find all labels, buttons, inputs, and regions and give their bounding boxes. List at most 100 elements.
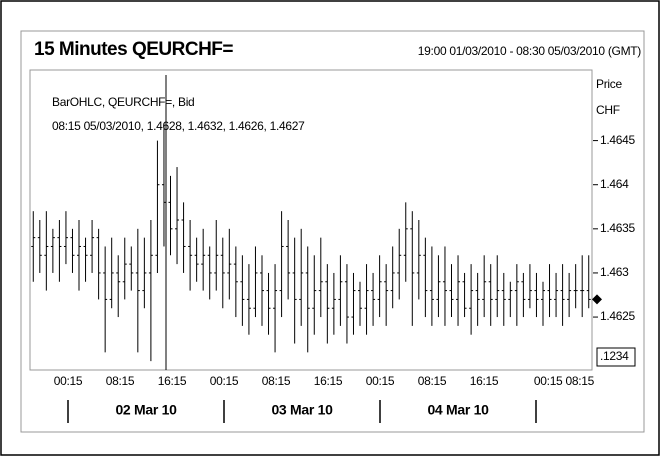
- ohlc-bar: [253, 246, 258, 318]
- ohlc-bar: [70, 228, 75, 273]
- chart-title: 15 Minutes QEURCHF=: [34, 39, 233, 60]
- ohlc-bar: [312, 255, 317, 335]
- date-range: 19:00 01/03/2010 - 08:30 05/03/2010 (GMT…: [418, 44, 641, 58]
- ohlc-bar: [305, 246, 310, 353]
- ohlc-bar: [547, 264, 552, 318]
- ohlc-bar: [586, 255, 591, 309]
- ohlc-bar: [279, 211, 284, 318]
- series-info: BarOHLC, QEURCHF=, Bid: [52, 95, 194, 109]
- ohlc-bar: [148, 220, 153, 362]
- ohlc-bar: [488, 264, 493, 326]
- ohlc-bar: [318, 237, 323, 318]
- ohlc-bar: [371, 272, 376, 326]
- ohlc-bar: [188, 220, 193, 291]
- ohlc-bar: [220, 237, 225, 309]
- ohlc-bar: [351, 272, 356, 335]
- ohlc-bar: [129, 246, 134, 291]
- ohlc-bar: [344, 264, 349, 344]
- ohlc-bar: [77, 220, 82, 291]
- ohlc-bar: [521, 272, 526, 318]
- date-label: 04 Mar 10: [427, 402, 489, 418]
- x-tick-label: 16:15: [314, 374, 343, 388]
- ohlc-bar: [246, 264, 251, 335]
- ohlc-bar: [233, 246, 238, 318]
- ohlc-bar: [501, 272, 506, 326]
- ohlc-bar: [364, 264, 369, 335]
- ohlc-bar: [534, 272, 539, 318]
- ohlc-bar: [325, 264, 330, 344]
- ohlc-bar: [122, 237, 127, 300]
- ohlc-bar: [527, 264, 532, 309]
- ohlc-bar: [90, 220, 95, 273]
- ohlc-bar: [429, 246, 434, 326]
- date-label: 03 Mar 10: [271, 402, 333, 418]
- ohlc-bar: [514, 264, 519, 326]
- ohlc-bar: [44, 211, 49, 291]
- ohlc-bar: [403, 202, 408, 282]
- ohlc-bar: [175, 167, 180, 265]
- x-tick-label: 00:15: [366, 374, 395, 388]
- ohlc-bar: [161, 122, 166, 247]
- ohlc-bar: [63, 211, 68, 265]
- ohlc-bar: [573, 264, 578, 309]
- ohlc-bar: [436, 255, 441, 318]
- ohlc-bar: [540, 281, 545, 326]
- format-box[interactable]: [596, 347, 636, 367]
- ohlc-bar: [181, 202, 186, 273]
- ohlc-bar: [103, 246, 108, 353]
- ohlc-bar: [194, 237, 199, 282]
- ohlc-bar: [462, 272, 467, 318]
- y-tick-label: 1.4635: [600, 221, 636, 235]
- y-tick-label: 1.4645: [600, 133, 636, 147]
- ohlc-bar: [214, 220, 219, 291]
- x-tick-label: 00:15 08:15: [534, 374, 595, 388]
- x-tick-label: 08:15: [106, 374, 135, 388]
- ohlc-bar: [273, 264, 278, 353]
- ohlc-bar: [416, 220, 421, 300]
- ohlc-bar: [96, 228, 101, 300]
- x-tick-label: 08:15: [418, 374, 447, 388]
- x-tick-label: 00:15: [54, 374, 83, 388]
- ohlc-bar: [83, 237, 88, 282]
- ohlc-bar: [266, 272, 271, 335]
- x-tick-label: 16:15: [158, 374, 187, 388]
- ohlc-bar: [240, 255, 245, 326]
- axis-label: Price: [596, 77, 622, 91]
- y-tick-label: 1.463: [600, 265, 629, 279]
- axis-label: CHF: [596, 103, 620, 117]
- ohlc-bar: [442, 246, 447, 326]
- ohlc-bar: [482, 255, 487, 318]
- ohlc-bar: [495, 255, 500, 318]
- ohlc-bar: [423, 237, 428, 318]
- ohlc-bar: [286, 220, 291, 300]
- ohlc-bar: [338, 255, 343, 326]
- date-label: 02 Mar 10: [115, 402, 177, 418]
- ohlc-bar: [390, 246, 395, 309]
- ohlc-bar: [299, 228, 304, 326]
- ohlc-bar: [384, 264, 389, 326]
- ohlc-bar: [109, 237, 114, 309]
- ohlc-bar: [50, 228, 55, 273]
- ohlc-bar: [560, 264, 565, 326]
- ohlc-bar: [142, 237, 147, 309]
- ohlc-bar: [168, 175, 173, 256]
- ohlc-bar: [116, 255, 121, 318]
- ohlc-bar: [469, 264, 474, 335]
- ohlc-bar: [567, 272, 572, 318]
- ohlc-bar: [31, 211, 36, 282]
- ohlc-bar: [410, 211, 415, 326]
- ohlc-bar: [155, 140, 160, 273]
- ohlc-bar: [201, 228, 206, 291]
- y-tick-label: 1.464: [600, 177, 629, 191]
- x-tick-label: 16:15: [470, 374, 499, 388]
- ohlc-bar: [227, 228, 232, 300]
- ohlc-bar: [207, 246, 212, 300]
- ohlc-bar: [397, 228, 402, 300]
- ohlc-bar: [358, 281, 363, 326]
- cursor-info: 08:15 05/03/2010, 1.4628, 1.4632, 1.4626…: [52, 119, 305, 133]
- ohlc-bar: [135, 228, 140, 353]
- ohlc-bar: [475, 272, 480, 326]
- format-label[interactable]: .1234: [600, 349, 629, 363]
- last-price-marker: [592, 294, 602, 305]
